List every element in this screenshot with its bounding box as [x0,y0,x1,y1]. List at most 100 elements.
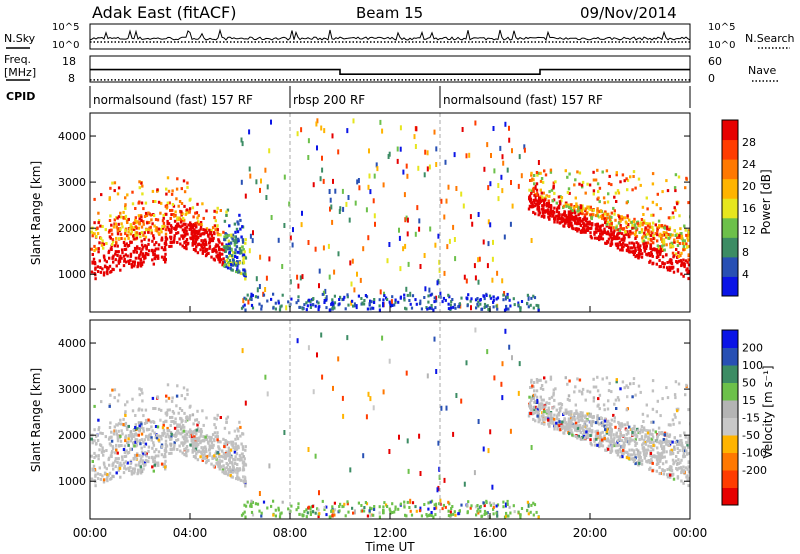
scatter-cell [262,293,266,297]
scatter-cell [133,246,137,250]
scatter-cell [148,428,151,431]
scatter-cell [91,234,94,238]
scatter-cell [618,240,622,244]
scatter-cell [687,201,690,205]
scatter-cell [229,241,233,245]
scatter-cell [144,463,147,467]
scatter-cell [131,202,135,206]
scatter-cell [230,235,233,239]
scatter-cell [274,508,277,512]
scatter-cell [289,235,292,241]
scatter-cell [134,207,137,210]
scatter-cell [100,193,103,197]
scatter-cell [661,397,664,401]
scatter-cell [650,230,653,234]
scatter-cell [109,421,112,425]
scatter-cell [556,220,559,224]
scatter-cell [620,439,624,443]
scatter-cell [201,246,205,250]
scatter-cell [183,240,186,244]
scatter-cell [186,232,189,236]
scatter-cell [231,440,235,444]
scatter-cell [568,191,571,195]
scatter-cell [136,264,140,268]
scatter-cell [230,248,233,252]
scatter-cell [632,170,636,174]
scatter-cell [482,239,485,245]
scatter-cell [353,287,356,293]
scatter-cell [233,429,237,433]
scatter-cell [410,306,414,310]
scatter-cell [321,292,324,296]
scatter-cell [301,514,304,518]
scatter-cell [683,446,687,450]
scatter-cell [234,455,237,459]
scatter-cell [216,228,219,232]
scatter-cell [612,234,616,238]
scatter-cell [581,204,584,208]
scatter-cell [609,442,612,446]
scatter-cell [230,440,233,444]
scatter-cell [501,278,504,284]
scatter-cell [201,457,205,460]
scatter-cell [99,444,103,448]
scatter-cell [639,456,642,459]
scatter-cell [307,240,310,245]
scatter-cell [589,231,592,235]
scatter-cell [559,202,562,206]
scatter-cell [281,264,284,269]
scatter-cell [656,239,659,243]
scatter-cell [678,449,681,452]
scatter-cell [167,429,171,433]
scatter-cell [164,455,167,459]
scatter-cell [687,465,690,469]
scatter-cell [297,295,300,299]
scatter-cell [224,457,227,460]
scatter-cell [450,507,453,510]
scatter-cell [132,250,136,254]
scatter-cell [615,407,618,410]
scatter-cell [238,454,242,458]
scatter-cell [651,247,655,251]
scatter-cell [656,399,659,403]
scatter-cell [613,229,616,233]
scatter-cell [641,205,645,209]
scatter-cell [655,457,659,461]
scatter-cell [138,180,141,184]
scatter-cell [153,456,157,460]
scatter-cell [595,230,598,234]
scatter-cell [344,514,347,518]
scatter-cell [615,450,618,454]
scatter-cell [215,461,218,465]
scatter-cell [237,444,240,448]
scatter-cell [332,178,334,184]
scatter-cell [673,186,677,190]
scatter-cell [676,202,679,206]
scatter-cell [368,173,371,179]
scatter-cell [346,502,349,506]
scatter-cell [596,421,600,425]
scatter-cell [617,451,620,455]
scatter-cell [216,451,219,455]
scatter-cell [661,441,664,444]
scatter-cell [414,231,417,237]
scatter-cell [477,300,480,304]
scatter-cell [117,422,121,426]
scatter-cell [571,433,574,437]
scatter-cell [655,248,658,252]
scatter-cell [322,245,325,251]
velocity-colorbar-tick: 100 [742,359,763,372]
scatter-cell [449,303,452,307]
scatter-cell [334,188,337,194]
scatter-cell [126,441,129,445]
scatter-cell [278,515,282,519]
scatter-cell [99,431,102,435]
scatter-cell [651,254,654,258]
scatter-cell [448,238,451,244]
scatter-cell [90,247,93,251]
scatter-cell [453,303,456,307]
scatter-cell [176,431,179,435]
scatter-cell [103,255,106,259]
scatter-cell [639,451,642,455]
scatter-cell [120,463,123,467]
